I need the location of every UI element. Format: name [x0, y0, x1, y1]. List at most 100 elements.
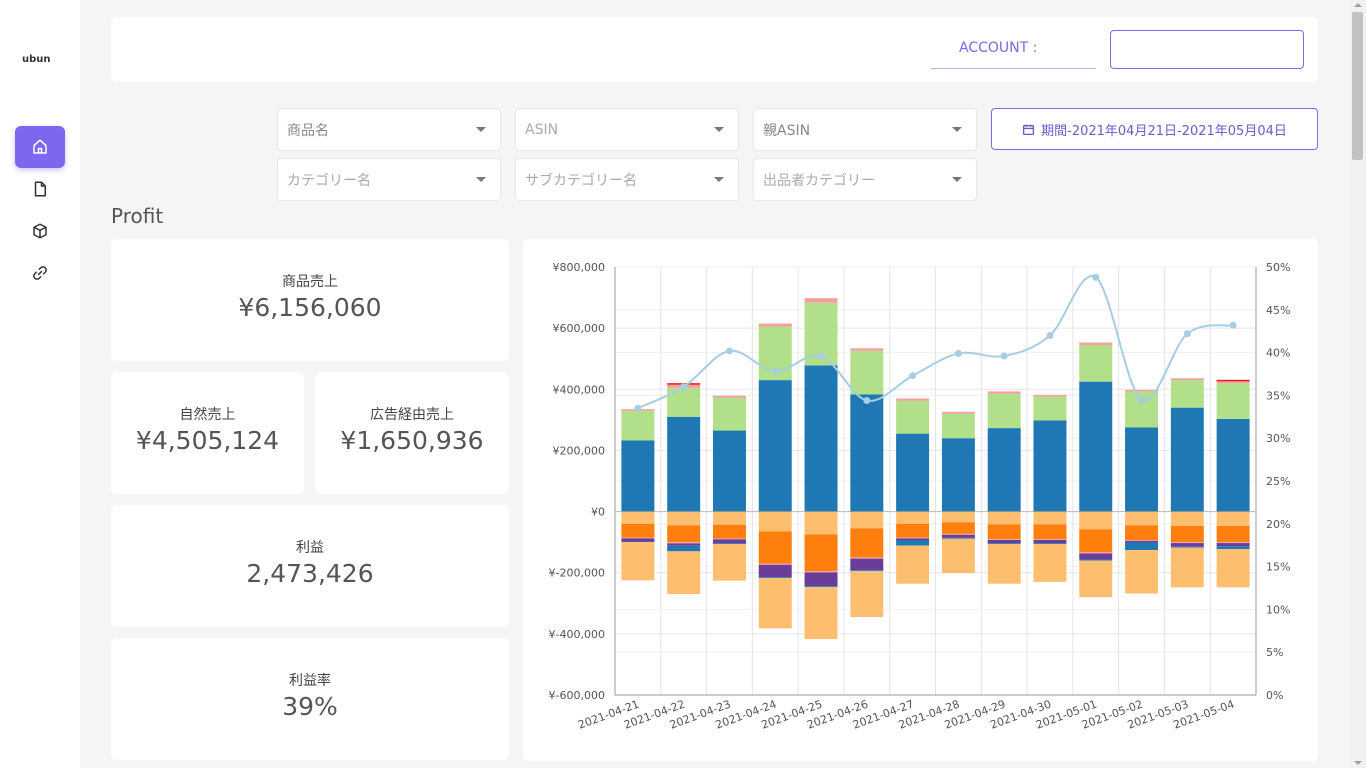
scrollbar-thumb[interactable] [1352, 12, 1363, 160]
bar-segment [941, 438, 975, 512]
y2-tick-label: 25% [1266, 475, 1290, 488]
y2-tick-label: 5% [1266, 646, 1283, 659]
bar-segment [712, 539, 746, 544]
bar-segment [896, 398, 930, 401]
account-select[interactable] [1110, 30, 1304, 69]
bar-segment [987, 524, 1021, 540]
margin-point [1046, 331, 1054, 339]
bar-segment [987, 391, 1021, 394]
bar-segment [987, 543, 1021, 544]
bar-segment [1033, 543, 1067, 582]
bar-segment [850, 348, 884, 351]
bar-segment [1033, 511, 1067, 525]
bar-segment [1216, 381, 1250, 384]
parent-asin-placeholder: 親ASIN [763, 122, 811, 139]
nav-home[interactable] [15, 126, 65, 168]
bar-segment [712, 511, 746, 525]
margin-point [680, 383, 688, 391]
parent-asin-select[interactable]: 親ASIN [753, 108, 977, 151]
kpi-profit-label: 利益 [296, 540, 324, 556]
bar-segment [850, 558, 884, 571]
bar-segment [712, 538, 746, 540]
bar-segment [758, 323, 792, 327]
bar-segment [667, 543, 701, 546]
page-scrollbar[interactable] [1349, 0, 1366, 768]
calendar-icon [1023, 124, 1035, 135]
nav-documents[interactable] [15, 168, 65, 210]
margin-point [1092, 273, 1100, 281]
document-icon [34, 181, 46, 197]
bar-segment [1170, 547, 1204, 588]
y-tick-label: ¥-600,000 [549, 689, 605, 702]
kpi-organic-value: ¥4,505,124 [135, 426, 280, 455]
bar-segment [987, 511, 1021, 525]
y2-tick-label: 15% [1266, 561, 1290, 574]
nav-products[interactable] [15, 210, 65, 252]
bar-segment [804, 586, 838, 588]
package-icon [33, 223, 47, 239]
asin-select[interactable]: ASIN [515, 108, 739, 151]
category-select[interactable]: カテゴリー名 [277, 158, 501, 201]
bar-segment [758, 511, 792, 532]
kpi-sales-label: 商品売上 [282, 274, 338, 290]
bar-segment [1216, 383, 1250, 419]
nav-links[interactable] [15, 252, 65, 294]
bar-segment [1216, 525, 1250, 543]
category-placeholder: カテゴリー名 [287, 172, 371, 189]
kpi-ad-label: 広告経由売上 [370, 407, 454, 423]
bar-segment [987, 540, 1021, 544]
bar-segment [758, 380, 792, 512]
bar-segment [621, 523, 655, 538]
product-name-select[interactable]: 商品名 [277, 108, 501, 151]
scroll-up-icon[interactable] [1354, 3, 1362, 7]
sidebar: ubun [0, 0, 80, 768]
bar-segment [850, 511, 884, 529]
bar-segment [1216, 549, 1250, 588]
period-label: 期間-2021年04月21日-2021年05月04日 [1041, 123, 1287, 139]
bar-segment [1033, 543, 1067, 544]
bar-segment [1125, 389, 1159, 392]
bar-segment [941, 522, 975, 534]
bar-segment [987, 543, 1021, 584]
bar-segment [667, 525, 701, 543]
bar-segment [1170, 546, 1204, 548]
logo: ubun [22, 54, 51, 65]
bar-segment [621, 440, 655, 512]
bar-segment [1216, 511, 1250, 526]
bar-segment [667, 551, 701, 595]
bar-segment [758, 531, 792, 564]
bar-segment [1170, 543, 1204, 547]
bar-segment [896, 433, 930, 512]
bar-segment [1216, 379, 1250, 382]
seller-category-select[interactable]: 出品者カテゴリー [753, 158, 977, 201]
period-button[interactable]: 期間-2021年04月21日-2021年05月04日 [991, 108, 1318, 150]
bar-segment [621, 538, 655, 542]
subcategory-select[interactable]: サブカテゴリー名 [515, 158, 739, 201]
bar-segment [1125, 511, 1159, 526]
bar-segment [804, 511, 838, 535]
bar-segment [850, 571, 884, 618]
margin-point [1183, 330, 1191, 338]
profit-chart-card: ¥800,000 ¥600,000 ¥400,000 ¥200,000 ¥0 ¥-200,… [523, 239, 1318, 761]
kpi-ad-value: ¥1,650,936 [340, 426, 484, 455]
bar-segment [896, 545, 930, 584]
y-tick-label: ¥800,000 [553, 261, 606, 274]
bar-segment [896, 523, 930, 538]
kpi-margin-value: 39% [282, 692, 338, 721]
seller-category-placeholder: 出品者カテゴリー [763, 172, 875, 189]
bar-segment [804, 571, 838, 573]
bar-segment [1079, 511, 1113, 530]
bar-segment [621, 511, 655, 524]
bar-segment [712, 543, 746, 544]
bar-segment [941, 538, 975, 574]
bar-segment [896, 538, 930, 541]
bar-segment [1079, 560, 1113, 598]
bar-segment [1033, 394, 1067, 397]
bar-segment [804, 572, 838, 587]
bar-segment [1125, 427, 1159, 512]
bar-segment [850, 557, 884, 559]
bar-segment [850, 528, 884, 558]
bar-segment [941, 511, 975, 523]
kpi-sales-value: ¥6,156,060 [238, 293, 382, 322]
scroll-down-icon[interactable] [1354, 761, 1362, 765]
